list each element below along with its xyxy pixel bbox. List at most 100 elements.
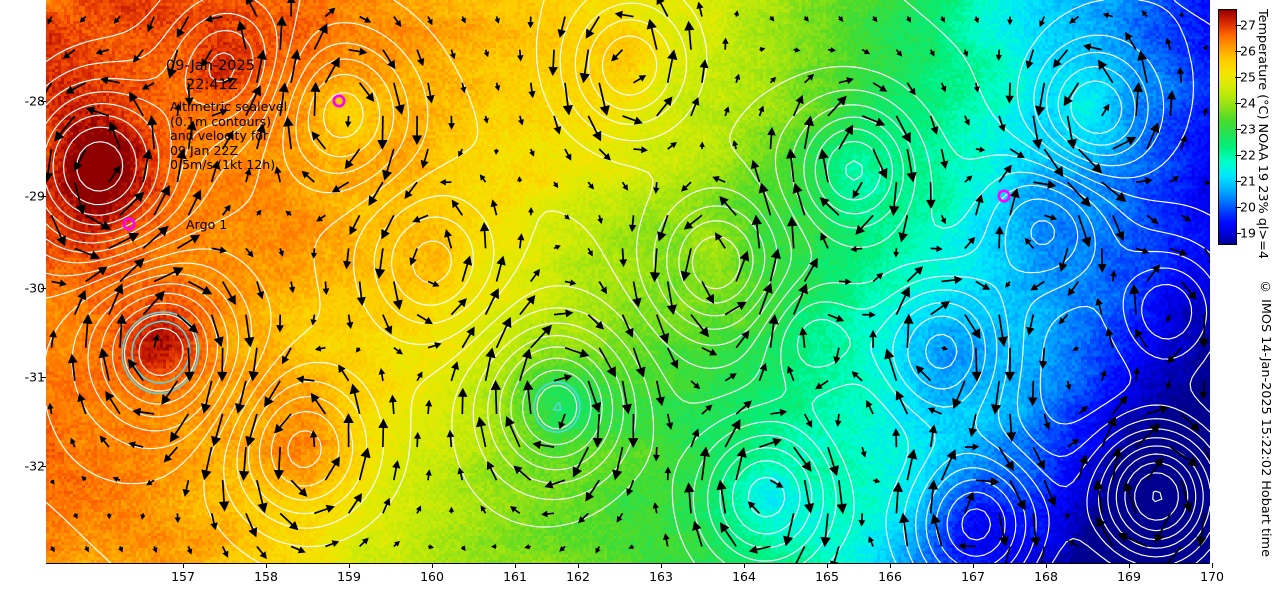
velocity-arrow <box>619 248 628 267</box>
argo-marker[interactable] <box>332 94 346 108</box>
velocity-arrow <box>420 148 429 169</box>
velocity-arrow <box>1005 280 1011 288</box>
x-tick-label: 165 <box>815 569 839 584</box>
velocity-arrow <box>1043 413 1051 430</box>
velocity-arrow <box>767 127 776 150</box>
colorbar-tick-label: 26 <box>1240 43 1256 59</box>
y-tick-label: -30 <box>24 280 45 296</box>
velocity-arrow <box>787 216 798 249</box>
velocity-arrow <box>548 49 558 77</box>
velocity-arrow <box>210 160 220 183</box>
velocity-arrow <box>1132 82 1144 116</box>
velocity-arrow <box>153 185 170 216</box>
velocity-arrow <box>505 415 521 448</box>
velocity-arrow <box>1135 423 1161 448</box>
velocity-arrow <box>1146 122 1160 150</box>
velocity-arrow <box>906 148 917 183</box>
velocity-arrow <box>344 148 361 170</box>
velocity-arrow <box>553 244 561 251</box>
velocity-arrow <box>132 407 155 417</box>
velocity-arrow <box>895 115 911 144</box>
velocity-arrow <box>769 479 784 488</box>
y-tick-label: -31 <box>24 369 45 385</box>
velocity-arrow <box>184 82 194 107</box>
velocity-arrow <box>579 49 590 84</box>
velocity-arrow <box>152 546 158 554</box>
velocity-arrow <box>51 279 67 287</box>
velocity-arrow <box>666 413 674 430</box>
velocity-arrow <box>483 49 490 58</box>
velocity-arrow <box>296 375 315 384</box>
colorbar-tick-mark <box>1235 128 1241 130</box>
velocity-arrow <box>342 248 352 270</box>
velocity-arrow <box>701 281 714 304</box>
velocity-arrow <box>1169 446 1199 467</box>
velocity-arrow <box>1066 115 1077 150</box>
velocity-arrow <box>77 393 87 415</box>
colorbar-tick-label: 19 <box>1240 225 1256 241</box>
velocity-arrow <box>940 148 949 170</box>
velocity-arrow <box>827 313 845 322</box>
velocity-arrow <box>632 281 642 308</box>
velocity-arrow <box>290 49 301 83</box>
velocity-arrow <box>245 413 258 447</box>
velocity-arrow <box>518 115 524 126</box>
velocity-arrow <box>735 400 752 415</box>
velocity-arrow <box>256 209 262 216</box>
velocity-arrow <box>964 236 976 249</box>
velocity-arrow <box>382 314 393 335</box>
velocity-arrow <box>106 513 112 520</box>
map-plot-area[interactable]: 09-Jan-2025 22:41Z Altimetric sealevel (0… <box>46 0 1210 564</box>
x-tick-label: 166 <box>878 569 902 584</box>
velocity-arrow <box>820 513 831 548</box>
velocity-arrow <box>1033 180 1057 190</box>
velocity-arrow <box>927 479 939 514</box>
velocity-arrow <box>73 181 86 216</box>
velocity-arrow <box>770 408 788 417</box>
velocity-arrow <box>309 430 318 448</box>
velocity-arrow <box>769 76 777 84</box>
velocity-arrow <box>1095 297 1103 315</box>
velocity-arrow <box>872 272 884 283</box>
velocity-arrow <box>141 82 155 90</box>
velocity-arrow <box>667 142 677 150</box>
sealevel-contour <box>63 66 1136 206</box>
velocity-arrow <box>211 413 224 447</box>
velocity-arrow <box>1110 270 1117 282</box>
velocity-arrow <box>221 546 229 558</box>
velocity-arrow <box>587 115 602 142</box>
velocity-arrow <box>1180 413 1200 432</box>
velocity-arrow <box>388 394 397 415</box>
velocity-arrow <box>748 545 771 554</box>
velocity-arrow <box>587 247 593 257</box>
velocity-arrow <box>461 255 473 282</box>
velocity-arrow <box>1166 314 1172 323</box>
velocity-arrow <box>837 16 844 22</box>
velocity-arrow <box>301 170 315 183</box>
velocity-arrow <box>1180 214 1192 222</box>
velocity-arrow <box>85 214 112 230</box>
velocity-arrow <box>234 380 247 414</box>
velocity-arrow <box>735 447 747 481</box>
velocity-arrow <box>377 115 388 150</box>
velocity-arrow <box>169 413 190 443</box>
argo-1-marker[interactable] <box>122 217 136 231</box>
colorbar-tick-label: 24 <box>1240 95 1256 111</box>
velocity-arrow <box>786 365 795 382</box>
velocity-arrow <box>964 115 970 126</box>
velocity-arrow <box>1196 513 1207 548</box>
velocity-arrow <box>855 214 874 235</box>
velocity-arrow <box>276 314 284 333</box>
velocity-arrow <box>210 513 218 531</box>
argo-marker[interactable] <box>997 189 1011 203</box>
velocity-arrow <box>204 15 223 23</box>
velocity-arrow <box>957 542 976 550</box>
x-tick-label: 167 <box>961 569 985 584</box>
velocity-arrow <box>425 399 433 415</box>
velocity-arrow <box>968 413 978 438</box>
velocity-arrow <box>1111 214 1125 242</box>
velocity-arrow <box>310 248 318 259</box>
velocity-arrow <box>827 446 839 477</box>
velocity-arrow <box>528 206 534 216</box>
